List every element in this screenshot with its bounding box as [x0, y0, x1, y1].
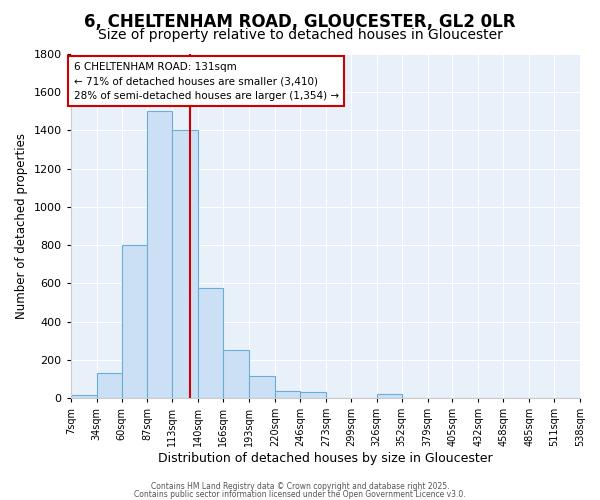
Bar [148, 112, 172, 398]
Text: 6, CHELTENHAM ROAD, GLOUCESTER, GL2 0LR: 6, CHELTENHAM ROAD, GLOUCESTER, GL2 0LR [84, 12, 516, 30]
Bar [122, 245, 148, 398]
Bar [198, 288, 223, 398]
Bar [172, 130, 198, 398]
Text: Size of property relative to detached houses in Gloucester: Size of property relative to detached ho… [98, 28, 502, 42]
Bar [249, 376, 275, 398]
Y-axis label: Number of detached properties: Number of detached properties [15, 133, 28, 319]
Bar [71, 395, 97, 398]
Bar [377, 394, 401, 398]
Bar [97, 373, 122, 398]
Text: Contains HM Land Registry data © Crown copyright and database right 2025.: Contains HM Land Registry data © Crown c… [151, 482, 449, 491]
Text: 6 CHELTENHAM ROAD: 131sqm
← 71% of detached houses are smaller (3,410)
28% of se: 6 CHELTENHAM ROAD: 131sqm ← 71% of detac… [74, 62, 339, 101]
Bar [300, 392, 326, 398]
X-axis label: Distribution of detached houses by size in Gloucester: Distribution of detached houses by size … [158, 452, 493, 465]
Text: Contains public sector information licensed under the Open Government Licence v3: Contains public sector information licen… [134, 490, 466, 499]
Bar [223, 350, 249, 398]
Bar [275, 392, 300, 398]
